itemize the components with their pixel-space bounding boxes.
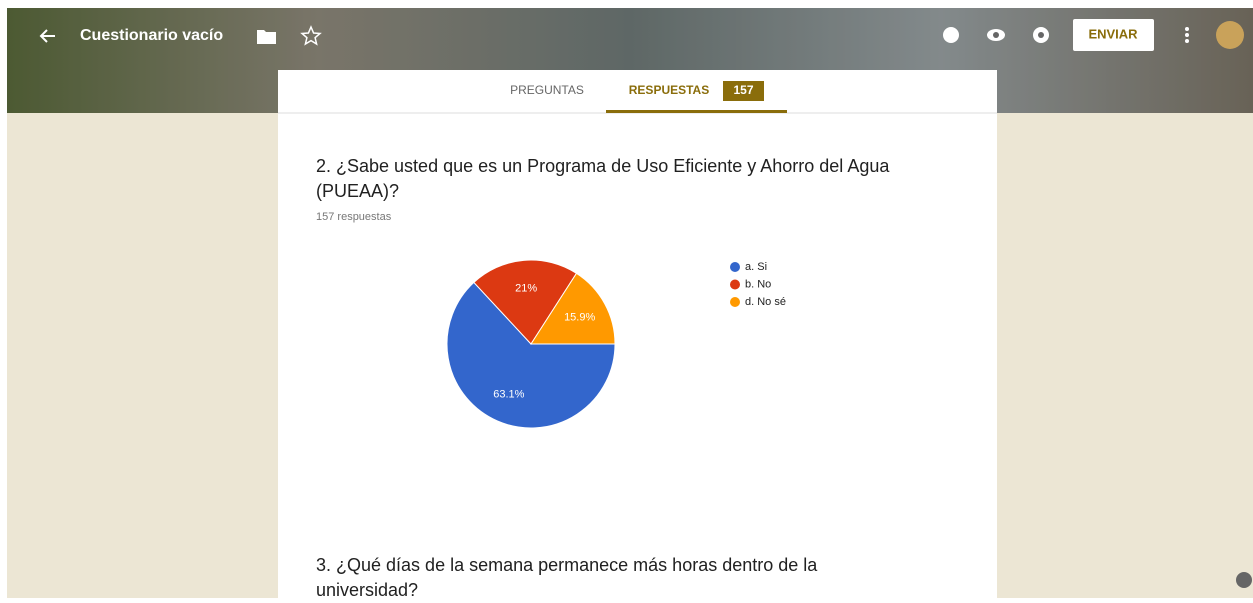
question-title: (PUEAA)? [316, 181, 399, 201]
send-button[interactable] [1073, 19, 1154, 51]
legend-label: d. No sé [745, 296, 786, 308]
legend-label: a. Si [745, 261, 767, 273]
pie-slice [530, 272, 616, 345]
back-icon[interactable] [39, 29, 55, 43]
avatar[interactable] [1216, 21, 1244, 49]
pie-slice [473, 259, 578, 345]
slice-label: 15.9% [564, 311, 595, 323]
count-label: 157 [733, 83, 753, 97]
slice-label: 63.1% [493, 389, 524, 401]
question-title: 2. ¿Sabe usted que es un Programa de Uso… [316, 156, 890, 176]
response-count: 157 respuestas [316, 211, 392, 223]
legend-swatch [730, 279, 740, 290]
question-title: 3. ¿Qué días de la semana permanece más … [316, 555, 818, 575]
send-label[interactable]: ENVIAR [1088, 26, 1138, 41]
preview-pupil [993, 32, 999, 38]
tab-indicator [606, 110, 787, 113]
tab-questions[interactable]: PREGUNTAS [510, 83, 584, 97]
help-icon[interactable] [1236, 572, 1252, 588]
card [278, 70, 997, 598]
legend-label: b. No [745, 278, 771, 290]
slice-label: 21% [515, 283, 537, 295]
more-icon[interactable] [1185, 27, 1189, 43]
pie-chart: 63.1% 21% 15.9% a. Si b. No d. No sé [446, 259, 786, 429]
settings-hole [1038, 32, 1044, 38]
star-icon[interactable] [300, 25, 322, 46]
legend-swatch [730, 297, 740, 307]
question-title: universidad? [316, 580, 418, 598]
tab-responses[interactable]: RESPUESTAS [629, 83, 709, 97]
folder-icon[interactable] [257, 30, 276, 44]
count-badge [723, 81, 764, 101]
form-title[interactable]: Cuestionario vacío [80, 27, 223, 44]
legend-swatch [730, 262, 740, 272]
palette-icon[interactable] [943, 27, 959, 43]
pie-slice [446, 281, 616, 429]
